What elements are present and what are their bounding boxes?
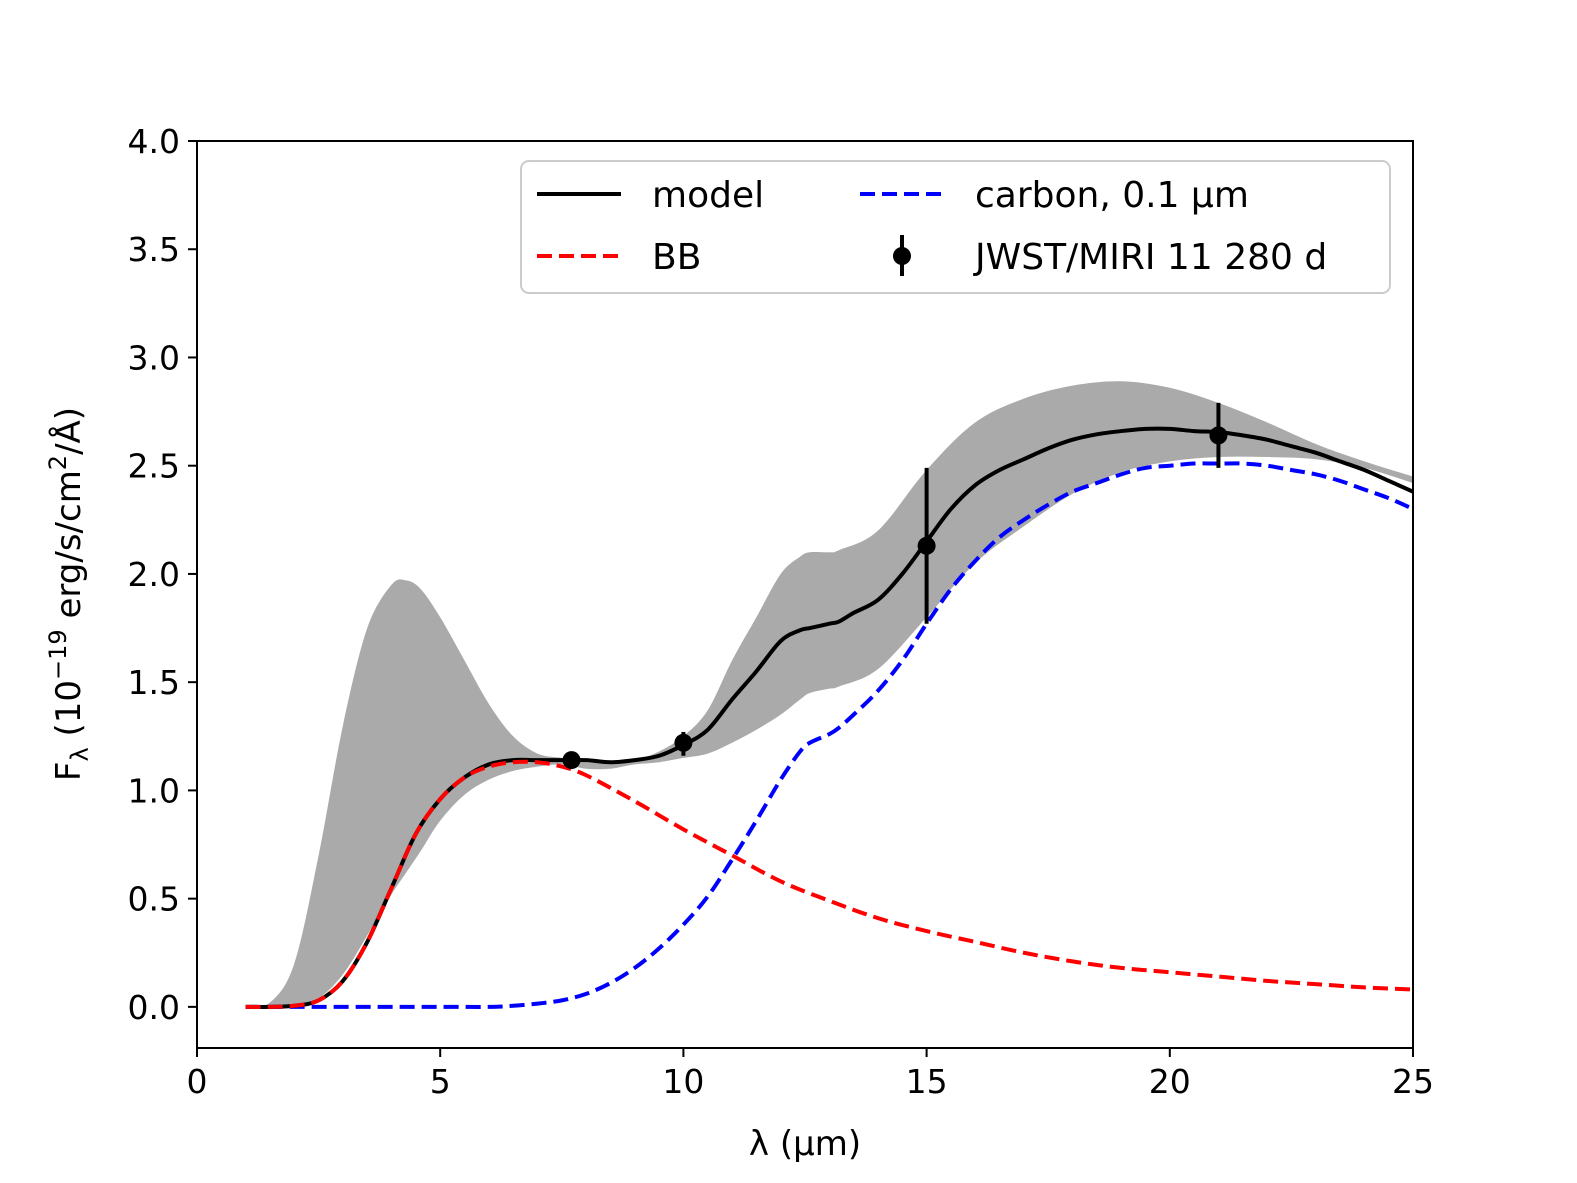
legend-key-jwst-miri bbox=[893, 235, 911, 276]
y-tick-label: 1.5 bbox=[128, 663, 180, 702]
y-tick-label: 2.0 bbox=[128, 555, 180, 594]
y-tick-label: 0.5 bbox=[128, 880, 180, 919]
data-point-marker bbox=[917, 536, 936, 555]
legend: model BB carbon, 0.1 μm JWST/MIRI 11 280… bbox=[520, 160, 1391, 294]
y-axis-label-exponent: −19 bbox=[44, 629, 72, 680]
x-tick-label: 15 bbox=[906, 1062, 948, 1101]
y-tick-label: 1.0 bbox=[128, 771, 180, 810]
data-point-marker bbox=[1209, 426, 1228, 445]
y-tick-label: 2.5 bbox=[128, 447, 180, 486]
legend-key-jwst-miri-marker bbox=[893, 247, 911, 265]
y-tick-label: 4.0 bbox=[128, 122, 180, 161]
x-tick-label: 20 bbox=[1149, 1062, 1191, 1101]
y-axis-label: Fλ (10−19 erg/s/cm2/Å) bbox=[44, 407, 94, 781]
plot-frame bbox=[196, 140, 1414, 1049]
x-tick-label: 5 bbox=[430, 1062, 451, 1101]
legend-label-jwst-miri: JWST/MIRI 11 280 d bbox=[973, 237, 1327, 278]
data-point-marker bbox=[562, 751, 581, 770]
legend-label-model: model bbox=[652, 175, 764, 216]
x-tick-label: 10 bbox=[662, 1062, 704, 1101]
legend-label-carbon: carbon, 0.1 μm bbox=[975, 175, 1249, 216]
line-carbon-0-1-m bbox=[245, 461, 1413, 1009]
x-axis-label: λ (μm) bbox=[749, 1124, 861, 1164]
data-point bbox=[917, 467, 936, 624]
data-point-marker bbox=[674, 733, 693, 752]
y-axis-ticks: 0.0 0.5 1.0 1.5 2.0 2.5 3.0 3.5 4.0 bbox=[128, 122, 197, 1027]
y-axis-label-main: F bbox=[49, 762, 89, 782]
y-tick-label: 3.5 bbox=[128, 230, 180, 269]
data-point bbox=[1209, 402, 1228, 468]
line-bb bbox=[245, 759, 1413, 1009]
legend-box bbox=[520, 160, 1391, 294]
y-tick-label: 3.0 bbox=[128, 338, 180, 377]
y-axis-label-subscript: λ bbox=[66, 747, 94, 761]
x-tick-label: 25 bbox=[1392, 1062, 1434, 1101]
data-point bbox=[562, 751, 581, 770]
x-axis-ticks: 0 5 10 15 20 25 bbox=[187, 1048, 1434, 1101]
y-tick-label: 0.0 bbox=[128, 988, 180, 1027]
x-tick-label: 0 bbox=[187, 1062, 208, 1101]
uncertainty-band bbox=[245, 381, 1413, 1008]
data-points bbox=[562, 402, 1228, 770]
y-axis-label-area-exponent: 2 bbox=[44, 455, 72, 470]
y-axis-label-close: /Å) bbox=[48, 407, 89, 455]
legend-label-bb: BB bbox=[652, 237, 701, 278]
plot-area bbox=[245, 381, 1413, 1009]
y-axis-label-units: erg/s/cm bbox=[49, 470, 89, 629]
data-point bbox=[674, 731, 693, 756]
y-axis-label-open: (10 bbox=[49, 680, 89, 747]
